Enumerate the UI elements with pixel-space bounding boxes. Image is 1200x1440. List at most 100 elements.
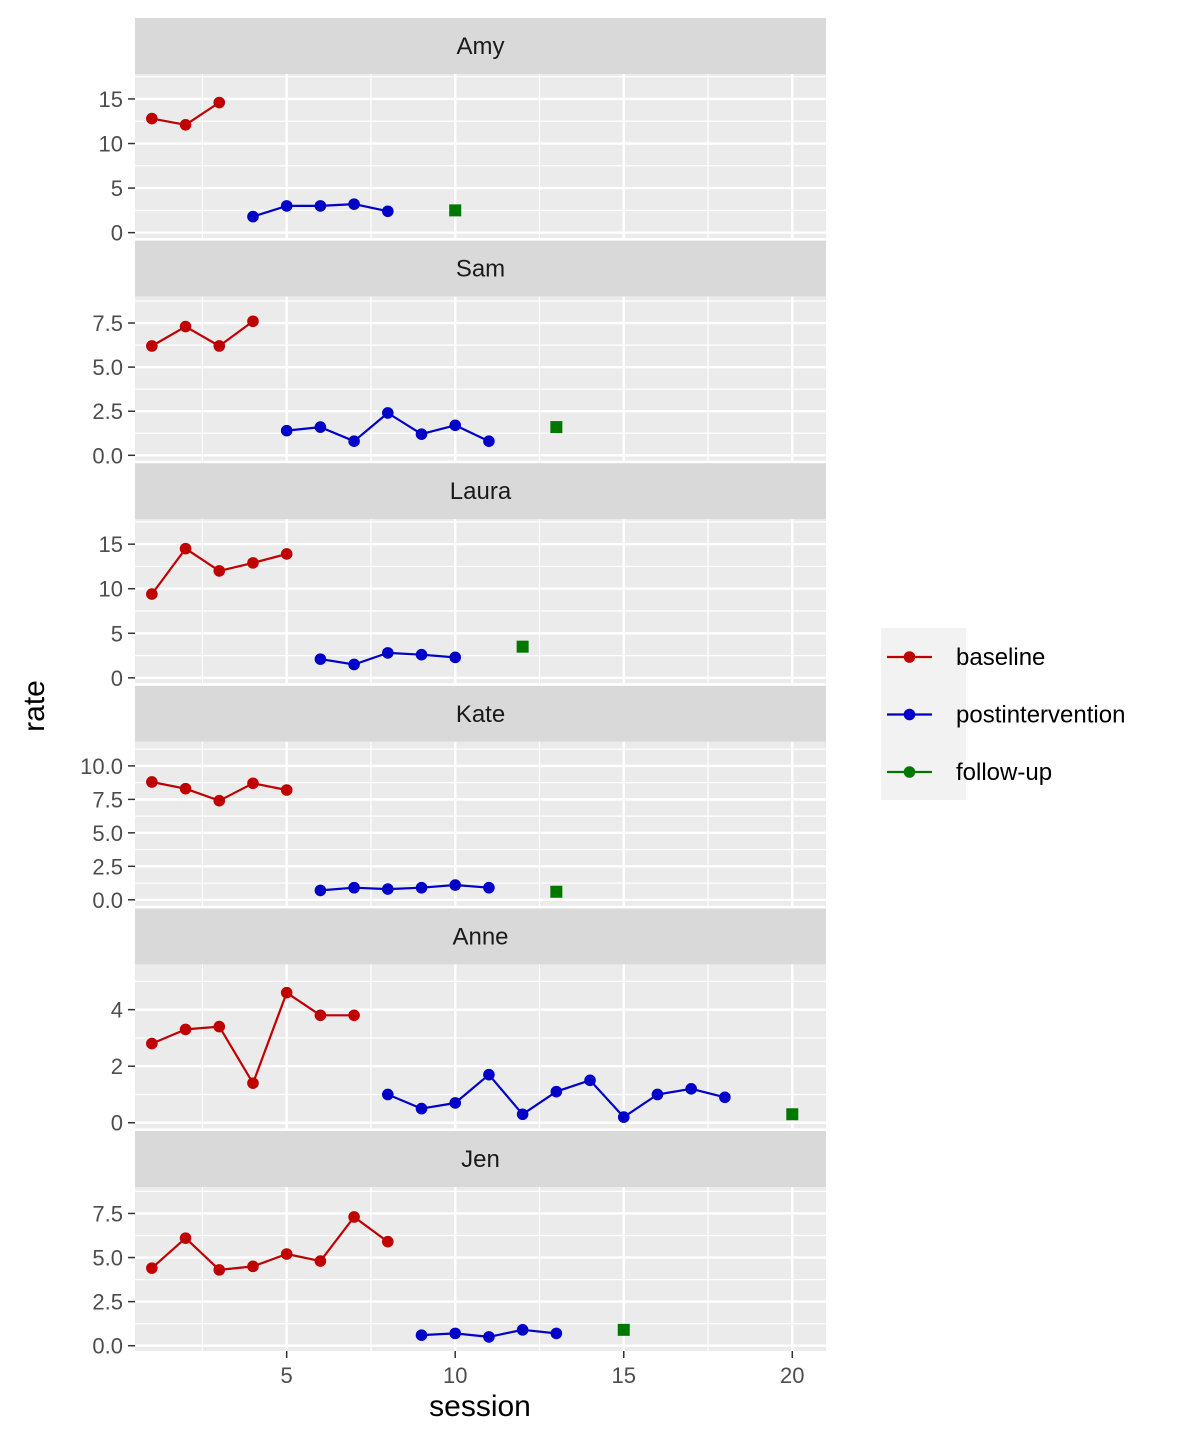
- series-follow-up: [449, 204, 462, 217]
- y-tick-label: 5.0: [92, 355, 123, 380]
- data-point-baseline: [280, 1248, 293, 1260]
- facet-panel-kate: Kate 0.0 2.5 5.0 7.5 10.0: [80, 685, 826, 913]
- y-tick-label: 0: [111, 221, 123, 246]
- data-point-postintervention: [348, 198, 360, 210]
- data-point-postintervention: [449, 1327, 462, 1340]
- data-point-baseline: [213, 565, 226, 577]
- data-point-baseline: [247, 777, 259, 790]
- data-point-postintervention: [348, 658, 360, 671]
- series-follow-up: [786, 1108, 799, 1121]
- data-point-baseline: [179, 542, 192, 555]
- panels: Amy 0 5 10 15 Sam 0.0 2.5 5.0 7.5 Laura 0 5 10 15 Kate 0…: [80, 18, 826, 1359]
- series-follow-up: [617, 1323, 630, 1336]
- data-point-postintervention: [382, 647, 394, 659]
- y-tick-label: 15: [99, 532, 123, 557]
- data-point-postintervention: [483, 1068, 495, 1081]
- facet-strip-label: Sam: [456, 256, 505, 283]
- y-tick-label: 5.0: [92, 1246, 123, 1271]
- y-tick-label: 0: [111, 666, 123, 691]
- data-point-postintervention: [584, 1074, 596, 1087]
- series-baseline: [146, 986, 360, 1089]
- y-tick-label: 4: [111, 998, 123, 1023]
- y-tick-label: 0.0: [92, 443, 123, 468]
- data-point-postintervention: [280, 424, 293, 437]
- data-point-postintervention: [348, 435, 360, 448]
- data-point-baseline: [146, 1262, 158, 1274]
- y-tick-label: 7.5: [92, 1201, 123, 1226]
- data-point-postintervention: [348, 881, 360, 894]
- data-point-baseline: [146, 1037, 158, 1050]
- data-point-baseline: [146, 776, 158, 788]
- data-point-baseline: [146, 112, 158, 125]
- facet-panel-jen: Jen 0.0 2.5 5.0 7.5: [92, 1131, 826, 1359]
- data-point-postintervention: [415, 648, 428, 661]
- data-point-postintervention: [415, 1329, 428, 1341]
- data-point-baseline: [280, 548, 293, 560]
- x-tick-label: 20: [780, 1363, 804, 1388]
- panel-background: [135, 1187, 826, 1351]
- data-point-baseline: [382, 1235, 394, 1248]
- data-point-postintervention: [449, 879, 462, 891]
- y-tick-label: 2.5: [92, 1290, 123, 1315]
- data-point-postintervention: [483, 435, 495, 448]
- data-point-baseline: [348, 1009, 360, 1022]
- y-tick-label: 5: [111, 621, 123, 646]
- data-point-baseline: [348, 1211, 360, 1223]
- series-postintervention: [314, 647, 462, 671]
- series-baseline: [146, 315, 259, 352]
- data-point-postintervention: [483, 881, 495, 894]
- series-postintervention: [415, 1324, 563, 1343]
- data-point-baseline: [146, 588, 158, 600]
- y-tick-label: 2.5: [92, 854, 123, 879]
- facet-panel-sam: Sam 0.0 2.5 5.0 7.5: [92, 240, 826, 468]
- data-point-baseline: [179, 119, 192, 131]
- data-point-postintervention: [247, 210, 259, 223]
- data-point-postintervention: [483, 1331, 495, 1343]
- series-postintervention: [314, 879, 495, 897]
- data-point-baseline: [213, 794, 226, 807]
- x-axis: 5 10 15 20: [281, 1351, 805, 1388]
- facet-panel-amy: Amy 0 5 10 15: [99, 18, 826, 246]
- data-point-postintervention: [382, 1088, 394, 1101]
- y-tick-label: 0.0: [92, 888, 123, 913]
- data-point-follow-up: [786, 1108, 799, 1121]
- data-point-baseline: [213, 1264, 226, 1276]
- x-axis-title: session: [429, 1390, 531, 1423]
- legend-label-baseline: baseline: [956, 644, 1045, 671]
- data-point-baseline: [146, 340, 158, 352]
- data-point-baseline: [179, 1232, 192, 1244]
- data-point-postintervention: [314, 884, 327, 897]
- data-point-baseline: [247, 315, 259, 328]
- legend: baseline postintervention follow-up: [881, 628, 1125, 800]
- data-point-baseline: [314, 1255, 327, 1267]
- legend-key-point-baseline: [903, 651, 916, 663]
- facet-strip-label: Kate: [456, 701, 505, 728]
- series-line-baseline: [151, 320, 254, 348]
- data-point-baseline: [280, 986, 293, 999]
- panel-background: [135, 964, 826, 1129]
- data-point-follow-up: [550, 885, 563, 898]
- facet-strip: [135, 685, 826, 742]
- legend-key-point-postintervention: [903, 708, 916, 721]
- data-point-postintervention: [719, 1091, 731, 1104]
- data-point-postintervention: [516, 1108, 529, 1121]
- data-point-postintervention: [449, 419, 462, 432]
- y-tick-label: 10: [99, 132, 123, 157]
- panel-background: [135, 296, 826, 461]
- y-tick-label: 5.0: [92, 821, 123, 846]
- panel-background: [135, 741, 826, 906]
- data-point-postintervention: [449, 651, 462, 664]
- data-point-baseline: [179, 1023, 192, 1036]
- data-point-postintervention: [314, 653, 327, 665]
- data-point-postintervention: [415, 1102, 428, 1115]
- data-point-postintervention: [651, 1088, 664, 1101]
- data-point-baseline: [247, 1260, 259, 1273]
- facet-strip: [135, 463, 826, 520]
- data-point-follow-up: [617, 1323, 630, 1336]
- data-point-postintervention: [314, 421, 327, 433]
- data-point-postintervention: [550, 1327, 563, 1340]
- data-point-postintervention: [382, 407, 394, 419]
- series-baseline: [146, 96, 226, 131]
- facet-strip-label: Laura: [450, 478, 512, 505]
